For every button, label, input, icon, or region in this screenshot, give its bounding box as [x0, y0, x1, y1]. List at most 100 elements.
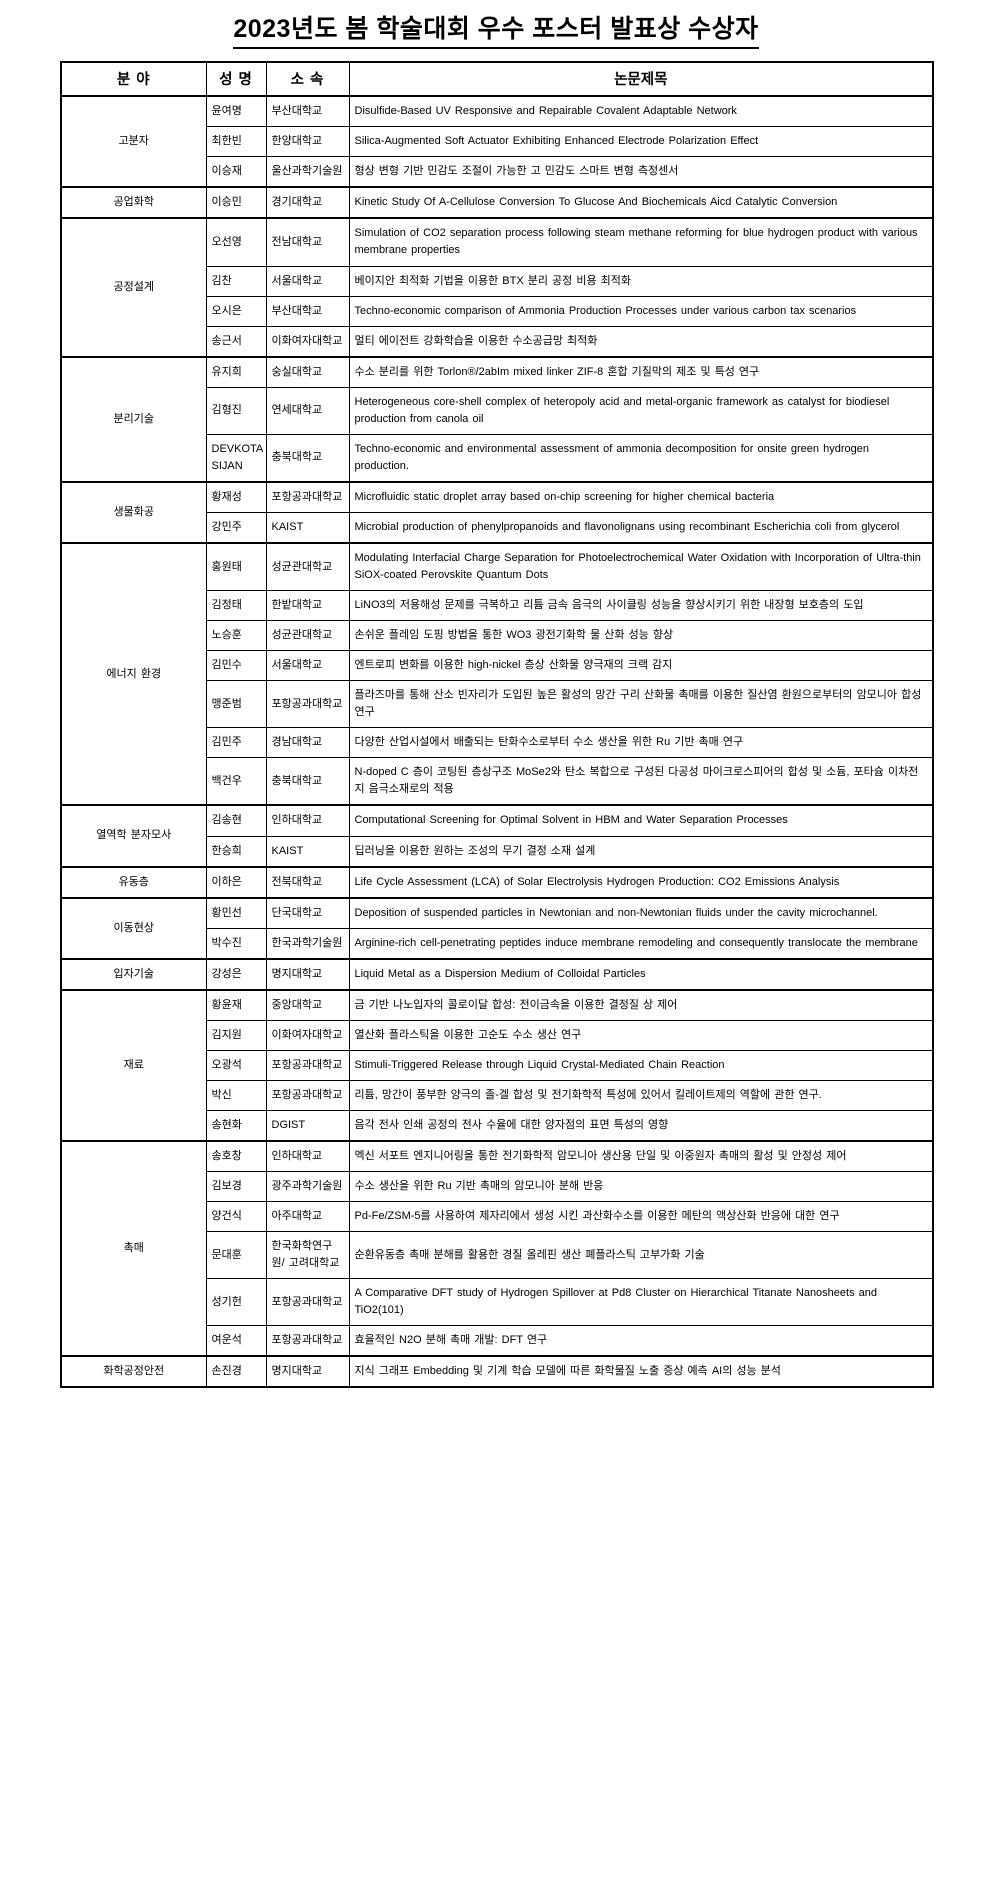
table-row: 김찬 서울대학교 베이지안 최적화 기법을 이용한 BTX 분리 공정 비용 최적화 — [61, 265, 934, 297]
cell-affiliation: 충북대학교 — [265, 757, 350, 806]
table-row: 에너지 환경 홍원태 성균관대학교 Modulating Interfacial Ch… — [60, 541, 934, 806]
cell-affiliation: 포항공과대학교 — [265, 1278, 350, 1327]
table-row: 고분자 윤여명 부산대학교 Disulfide-Based UV Responsive… — [60, 95, 934, 188]
table-row: 김형진 연세대학교 Heterogeneous core-shell complex… — [61, 386, 934, 435]
awards-table: 분 야 성 명 소 속 논문제목 고분자 윤여명 부산대학교 Disulfide-Ba… — [60, 61, 934, 1389]
table-row: 김민주 경남대학교 다양한 산업시설에서 배출되는 탄화수소로부터 수소 생산을 위… — [61, 727, 934, 759]
cell-affiliation: 명지대학교 — [265, 957, 350, 991]
cell-name: 이승민 — [205, 186, 267, 219]
cell-paper-title: 딥러닝을 이용한 원하는 조성의 무기 결정 소재 설계 — [348, 835, 934, 868]
cell-affiliation: KAIST — [265, 511, 350, 544]
cell-paper-title: Simulation of CO2 separation process fol… — [348, 217, 934, 267]
cell-affiliation: 경남대학교 — [265, 727, 350, 759]
cell-affiliation: 충북대학교 — [265, 433, 350, 483]
cell-field: 분리기술 — [60, 355, 207, 483]
cell-paper-title: Deposition of suspended particles in New… — [348, 896, 934, 929]
table-row: 분리기술 유지희 숭실대학교 수소 분리를 위한 Torlon®/2abIm mixe… — [60, 355, 934, 483]
cell-name: 문대훈 — [205, 1231, 267, 1280]
table-body: 고분자 윤여명 부산대학교 Disulfide-Based UV Responsive… — [60, 95, 934, 1389]
cell-name: 이승재 — [205, 156, 267, 188]
cell-paper-title: Liquid Metal as a Dispersion Medium of C… — [348, 957, 934, 991]
cell-field: 화학공정안전 — [60, 1355, 207, 1389]
cell-affiliation: 포항공과대학교 — [265, 1049, 350, 1081]
table-row: 공업화학 이승민 경기대학교 Kinetic Study Of A-Cellulose… — [60, 186, 934, 219]
cell-affiliation: 연세대학교 — [265, 386, 350, 435]
cell-field: 공업화학 — [60, 186, 207, 219]
cell-field: 이동현상 — [60, 896, 207, 960]
cell-affiliation: 이화여자대학교 — [265, 325, 350, 358]
table-row: 입자기술 강성은 명지대학교 Liquid Metal as a Dispersion… — [60, 957, 934, 991]
cell-name: 김송현 — [205, 804, 267, 837]
cell-name: 이하은 — [205, 865, 267, 899]
cell-paper-title: Pd-Fe/ZSM-5를 사용하여 제자리에서 생성 시킨 과산화수소를 이용한… — [348, 1201, 934, 1233]
cell-name: 박수진 — [205, 927, 267, 960]
cell-name: 강민주 — [205, 511, 267, 544]
cell-affiliation: DGIST — [265, 1109, 350, 1142]
cell-name: 양건식 — [205, 1201, 267, 1233]
cell-field: 유동층 — [60, 865, 207, 899]
cell-paper-title: Microfluidic static droplet array based … — [348, 480, 934, 513]
cell-affiliation: 한양대학교 — [265, 126, 350, 158]
cell-name: 황민선 — [205, 896, 267, 929]
table-row: 생물화공 황재성 포항공과대학교 Microfluidic static drople… — [60, 480, 934, 544]
cell-affiliation: 한국화학연구원/ 고려대학교 — [265, 1231, 350, 1280]
cell-affiliation: 울산과학기술원 — [265, 156, 350, 188]
table-row: 유동층 이하은 전북대학교 Life Cycle Assessment (LCA) o… — [60, 865, 934, 899]
cell-paper-title: 금 기반 나노입자의 콜로이달 합성: 전이금속을 이용한 결정질 상 제어 — [348, 988, 934, 1021]
cell-paper-title: 리튬, 망간이 풍부한 양극의 졸-겔 합성 및 전기화학적 특성에 있어서 킬… — [348, 1079, 934, 1111]
cell-paper-title: Heterogeneous core-shell complex of hete… — [348, 386, 934, 435]
cell-paper-title: 손쉬운 플레임 도핑 방법을 통한 WO3 광전기화학 물 산화 성능 향상 — [348, 620, 934, 652]
table-row: 김정태 한밭대학교 LiNO3의 저용해성 문제를 극복하고 리튬 금속 음극의 사… — [61, 590, 934, 622]
table-row: 오광석 포항공과대학교 Stimuli-Triggered Release thro… — [61, 1049, 934, 1081]
cell-paper-title: Computational Screening for Optimal Solv… — [348, 804, 934, 837]
cell-name: 최한빈 — [205, 126, 267, 158]
cell-paper-title: Microbial production of phenylpropanoids… — [348, 511, 934, 544]
cell-paper-title: 지식 그래프 Embedding 및 기계 학습 모델에 따른 화학물질 노출 … — [348, 1355, 934, 1389]
cell-name: 노승훈 — [205, 620, 267, 652]
cell-name: 유지희 — [205, 355, 267, 388]
cell-paper-title: LiNO3의 저용해성 문제를 극복하고 리튬 금속 음극의 사이클링 성능을 … — [348, 590, 934, 622]
cell-name: 한승희 — [205, 835, 267, 868]
table-row: 이승재 울산과학기술원 형상 변형 기반 민감도 조절이 가능한 고 민감도 스마트… — [61, 156, 934, 188]
cell-affiliation: 성균관대학교 — [265, 542, 350, 592]
cell-affiliation: KAIST — [265, 835, 350, 868]
column-header-name: 성 명 — [205, 61, 267, 97]
cell-affiliation: 서울대학교 — [265, 650, 350, 682]
cell-paper-title: 수소 생산을 위한 Ru 기반 촉매의 암모니아 분해 반응 — [348, 1171, 934, 1203]
cell-affiliation: 인하대학교 — [265, 804, 350, 837]
table-row: 공정설계 오선영 전남대학교 Simulation of CO2 separation… — [60, 217, 934, 358]
cell-affiliation: 경기대학교 — [265, 186, 350, 219]
cell-name: 오시은 — [205, 295, 267, 327]
cell-name: 황윤재 — [205, 988, 267, 1021]
cell-paper-title: 엔트로피 변화를 이용한 high-nickel 층상 산화물 양극재의 크랙 … — [348, 650, 934, 682]
table-row: 김민수 서울대학교 엔트로피 변화를 이용한 high-nickel 층상 산화물 … — [61, 650, 934, 682]
cell-affiliation: 아주대학교 — [265, 1201, 350, 1233]
table-row: 김지원 이화여자대학교 열산화 플라스틱을 이용한 고순도 수소 생산 연구 — [61, 1019, 934, 1051]
header-row: 분 야 성 명 소 속 논문제목 — [60, 61, 934, 97]
table-row: 재료 황윤재 중앙대학교 금 기반 나노입자의 콜로이달 합성: 전이금속을 이용한 … — [60, 988, 934, 1142]
cell-name: 박신 — [205, 1079, 267, 1111]
cell-name: 여운석 — [205, 1325, 267, 1357]
cell-name: 김민수 — [205, 650, 267, 682]
cell-affiliation: 한국과학기술원 — [265, 927, 350, 960]
table-row: 최한빈 한양대학교 Silica-Augmented Soft Actuator E… — [61, 126, 934, 158]
cell-name: 홍원태 — [205, 542, 267, 592]
cell-field: 열역학 분자모사 — [60, 804, 207, 868]
table-row: 맹준범 포항공과대학교 플라즈마를 통해 산소 빈자리가 도입된 높은 활성의 망간… — [61, 680, 934, 729]
table-row: 오시은 부산대학교 Techno-economic comparison of Am… — [61, 295, 934, 327]
cell-name: 성기헌 — [205, 1278, 267, 1327]
cell-name: 김민주 — [205, 727, 267, 759]
cell-field: 촉매 — [60, 1139, 207, 1357]
cell-name: 윤여명 — [205, 95, 267, 128]
cell-field: 공정설계 — [60, 217, 207, 358]
cell-affiliation: 서울대학교 — [265, 265, 350, 297]
cell-affiliation: 한밭대학교 — [265, 590, 350, 622]
cell-affiliation: 전남대학교 — [265, 217, 350, 267]
cell-name: 황재성 — [205, 480, 267, 513]
table-header: 분 야 성 명 소 속 논문제목 — [60, 61, 934, 97]
cell-paper-title: N-doped C 층이 코팅된 층상구조 MoSe2와 탄소 복합으로 구성된… — [348, 757, 934, 806]
cell-paper-title: 다양한 산업시설에서 배출되는 탄화수소로부터 수소 생산을 위한 Ru 기반 … — [348, 727, 934, 759]
table-row: 김보경 광주과학기술원 수소 생산을 위한 Ru 기반 촉매의 암모니아 분해 반응 — [61, 1171, 934, 1203]
cell-name: 송현화 — [205, 1109, 267, 1142]
